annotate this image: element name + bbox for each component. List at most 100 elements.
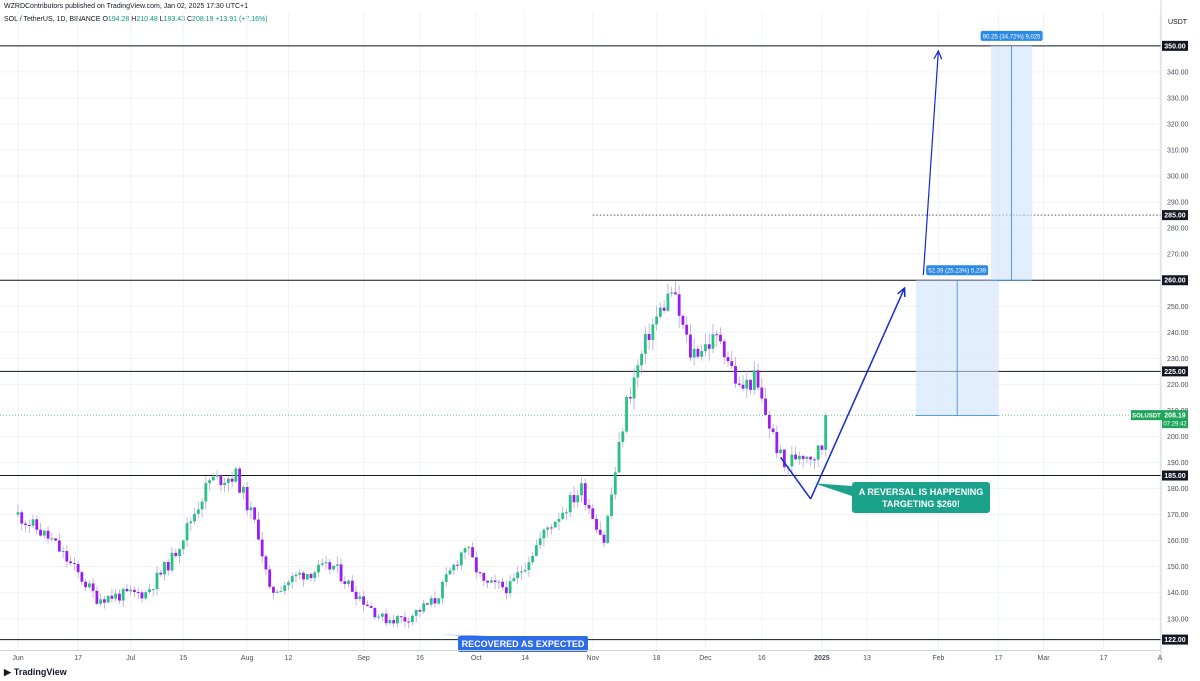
candle-body: [24, 523, 27, 526]
candle-body: [775, 431, 779, 454]
time-tick-label: 2025: [814, 655, 830, 662]
time-tick-label: Sep: [357, 655, 370, 662]
price-tick-label: 270.00: [1167, 252, 1189, 259]
time-tick-label: Dec: [699, 655, 712, 662]
time-tick-label: 14: [521, 655, 529, 662]
candle-body: [576, 495, 580, 503]
candle-body: [602, 534, 606, 543]
candle-body: [151, 589, 155, 591]
target-arrow-350-head: [933, 49, 943, 60]
symbol-tag: SOLUSDT: [1132, 414, 1161, 420]
candle-body: [35, 519, 39, 530]
candle-body: [512, 578, 516, 582]
candle-body: [332, 565, 335, 570]
candle-body: [707, 344, 711, 349]
candle-body: [155, 572, 159, 590]
candle-body: [553, 521, 557, 528]
candle-body: [335, 564, 339, 566]
candle-body: [628, 396, 632, 399]
candle-body: [794, 454, 798, 460]
candle-body: [358, 596, 362, 600]
level-price-tag: [1162, 634, 1188, 645]
level-price-tag: [1162, 366, 1188, 377]
candle-body: [140, 592, 144, 599]
candle-body: [166, 561, 170, 571]
candle-body: [31, 519, 35, 526]
candle-body: [617, 441, 621, 473]
ohlc-close: C208.19: [186, 16, 214, 23]
candle-body: [347, 580, 350, 585]
candle-body: [812, 459, 816, 461]
candle-body: [456, 564, 459, 566]
candle-body: [478, 572, 482, 574]
candle-body: [527, 562, 531, 571]
candle-body: [647, 333, 651, 341]
ohlc-low: L193.43: [159, 16, 186, 23]
candle-body: [508, 581, 512, 594]
candle-body: [324, 562, 328, 564]
candle-body: [264, 556, 268, 570]
candle-body: [354, 591, 358, 600]
tradingview-logo[interactable]: ▶ TradingView: [4, 667, 67, 677]
price-tick-label: 320.00: [1167, 121, 1189, 128]
current-price-label: 208.19: [1164, 413, 1186, 420]
candle-body: [362, 596, 366, 605]
candle-body: [501, 581, 504, 588]
reversal-v-leg: [779, 456, 812, 500]
candle-body: [377, 616, 381, 618]
candle-body: [504, 587, 508, 594]
ohlc-open: O194.28: [102, 16, 130, 23]
time-tick-label: 18: [653, 655, 661, 662]
time-tick-label: 15: [179, 655, 187, 662]
current-price-tag-bg: [1162, 410, 1188, 429]
candle-body: [69, 561, 72, 564]
candle-body: [268, 569, 272, 587]
candle-body: [816, 445, 820, 460]
candle-body: [196, 509, 200, 514]
candle-body: [489, 580, 493, 583]
range-1-label-bg: [926, 265, 989, 276]
symbol-ohlc-line: SOL / TetherUS, 1D, BINANCE O194.28 H210…: [4, 16, 268, 23]
level-price-label: 185.00: [1164, 473, 1186, 480]
candle-body: [580, 483, 583, 496]
candle-body: [159, 572, 163, 575]
candle-body: [305, 574, 309, 580]
candle-body: [230, 478, 234, 482]
recovered-callout-box: [458, 636, 588, 652]
candle-body: [99, 599, 103, 604]
candle-body: [189, 521, 193, 524]
price-axis-unit: USDT: [1168, 19, 1188, 26]
publisher-line: WZRDContributors published on TradingVie…: [4, 3, 249, 10]
candle-body: [369, 606, 373, 608]
candle-body: [283, 585, 287, 592]
price-tick-label: 250.00: [1167, 304, 1189, 311]
candle-body: [129, 589, 133, 592]
candle-body: [61, 550, 65, 552]
target-arrow-350: [922, 51, 939, 276]
countdown-label: 07:29:42: [1163, 422, 1187, 428]
candle-body: [27, 525, 31, 527]
candle-body: [241, 487, 245, 493]
candle-body: [253, 507, 257, 520]
candle-body: [463, 548, 467, 553]
candle-body: [696, 348, 700, 357]
reversal-callout-pointer: [814, 483, 852, 496]
candle-body: [685, 324, 689, 335]
level-price-label: 350.00: [1164, 43, 1186, 50]
price-tick-label: 330.00: [1167, 95, 1189, 102]
candle-body: [80, 572, 84, 582]
candle-body: [820, 445, 824, 450]
candle-body: [745, 379, 749, 389]
candle-body: [719, 334, 722, 342]
candle-body: [737, 383, 741, 385]
candle-body: [459, 552, 463, 566]
symbol-tag-bg: [1131, 410, 1162, 421]
candle-body: [640, 353, 643, 366]
candle-body: [516, 572, 520, 579]
candle-body: [350, 580, 354, 592]
candle-body: [448, 570, 452, 575]
candle-body: [523, 570, 527, 572]
candle-body: [87, 583, 91, 588]
tradingview-logo-icon: ▶: [4, 667, 11, 677]
